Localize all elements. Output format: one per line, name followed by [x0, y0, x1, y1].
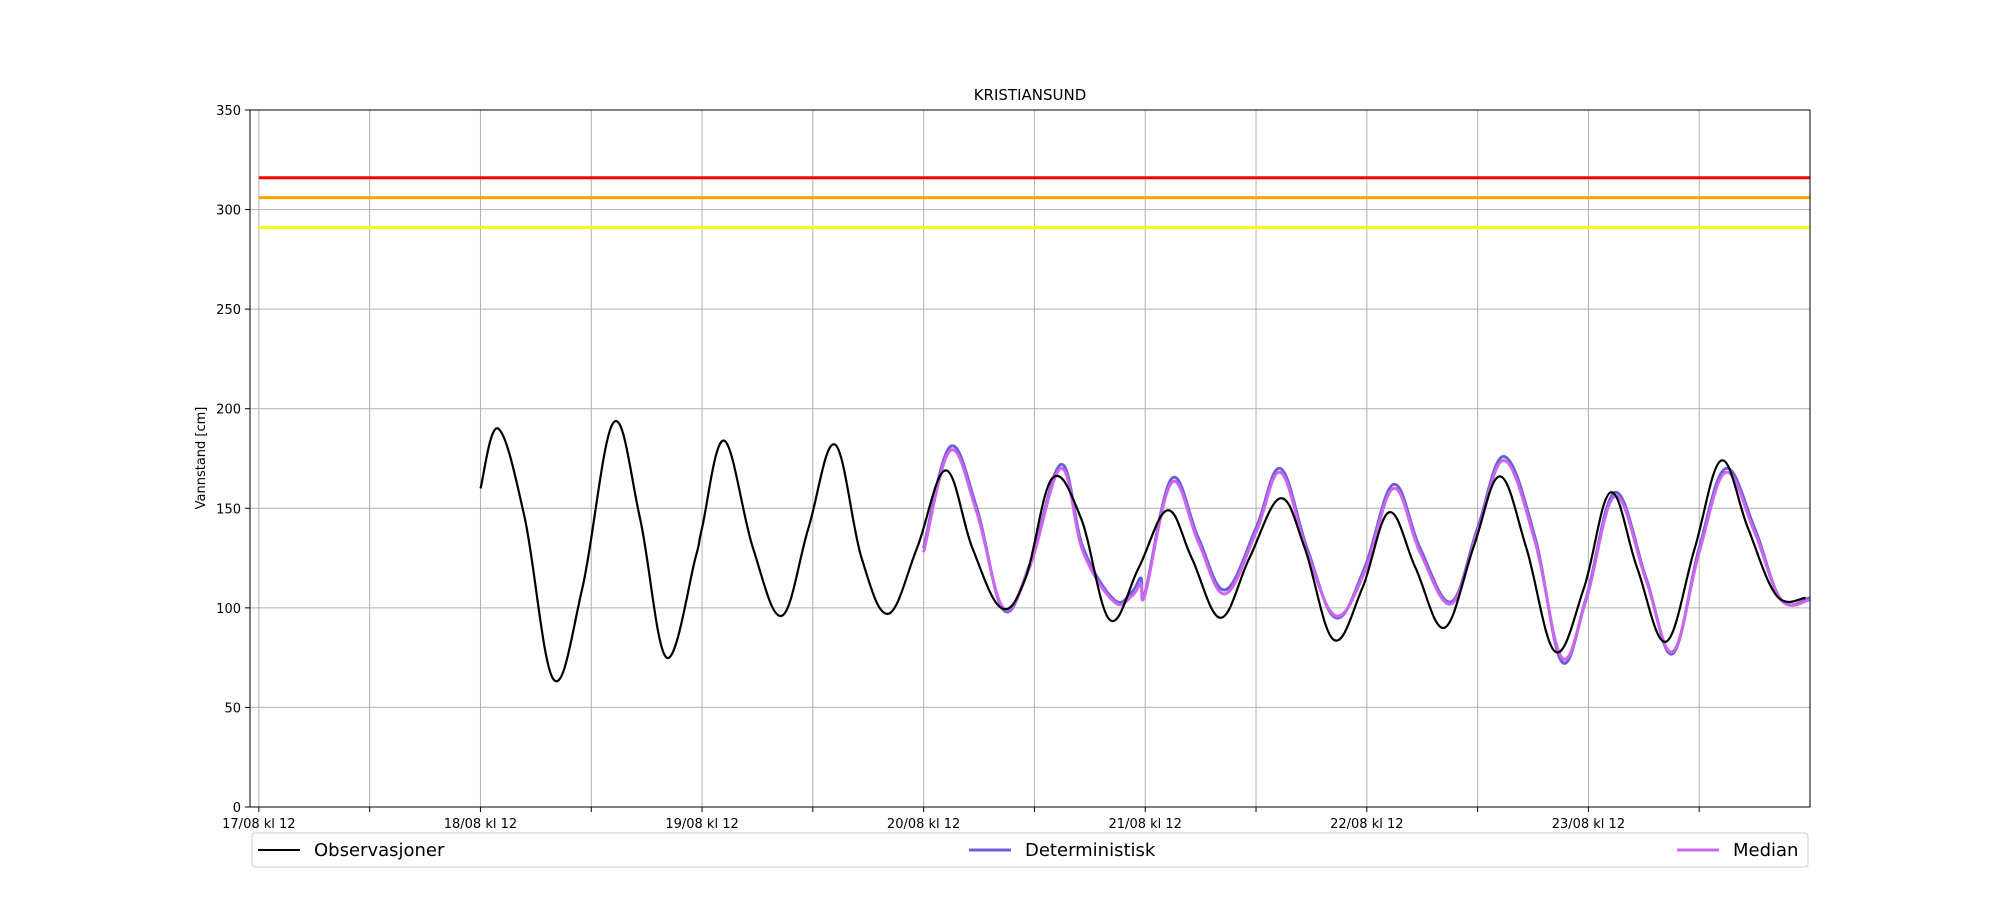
- y-tick-label: 300: [216, 204, 241, 219]
- series-lines: [479, 420, 1811, 683]
- y-axis-label: Vannstand [cm]: [194, 407, 209, 510]
- y-tick-label: 350: [216, 104, 241, 119]
- legend-label-deterministisk: Deterministisk: [1025, 840, 1156, 861]
- legend-label-median: Median: [1733, 840, 1798, 861]
- y-tick-label: 200: [216, 403, 241, 418]
- x-tick-label: 23/08 kl 12: [1552, 817, 1625, 832]
- plot-area: [250, 110, 1810, 807]
- x-tick-label: 19/08 kl 12: [665, 817, 738, 832]
- threshold-lines: [258, 176, 1810, 229]
- series-line-observasjoner: [479, 420, 1806, 683]
- x-tick-label: 18/08 kl 12: [444, 817, 517, 832]
- legend-box: [251, 832, 1809, 868]
- y-tick-label: 150: [216, 502, 241, 517]
- y-tick-label: 0: [233, 801, 241, 816]
- legend-label-observasjoner: Observasjoner: [314, 840, 445, 861]
- y-tick-label: 250: [216, 303, 241, 318]
- y-axis-ticks: 0 50 100 150 200 250 300 350: [216, 104, 250, 816]
- y-tick-label: 50: [224, 701, 241, 716]
- x-tick-label: 20/08 kl 12: [887, 817, 960, 832]
- x-axis-ticks: 17/08 kl 12 18/08 kl 12 19/08 kl 12 20/08 k…: [222, 807, 1700, 832]
- y-tick-label: 100: [216, 602, 241, 617]
- x-tick-label: 21/08 kl 12: [1109, 817, 1182, 832]
- x-tick-label: 17/08 kl 12: [222, 817, 295, 832]
- chart-title: KRISTIANSUND: [974, 86, 1087, 104]
- legend: Observasjoner Deterministisk Median: [251, 832, 1809, 868]
- x-tick-label: 22/08 kl 12: [1330, 817, 1403, 832]
- plot-frame: [249, 109, 1811, 808]
- series-line-median: [922, 448, 1811, 661]
